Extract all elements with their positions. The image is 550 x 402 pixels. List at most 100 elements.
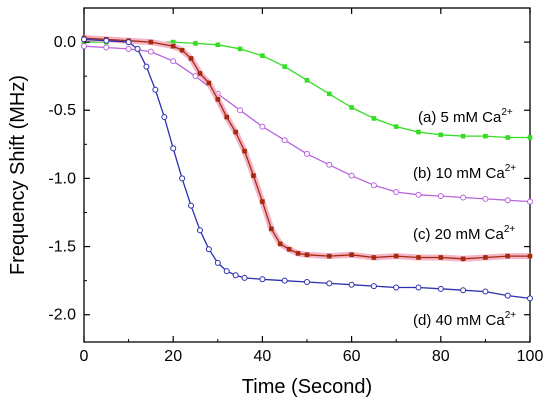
- series-d-point: [134, 45, 141, 52]
- series-c-point: [233, 129, 238, 135]
- series-d-point: [205, 246, 212, 253]
- series-d-point: [415, 284, 422, 291]
- series-a-point: [527, 135, 533, 140]
- series-a-point: [193, 41, 198, 46]
- series-d: [81, 36, 533, 302]
- series-a-point: [260, 53, 265, 59]
- series-b-point: [103, 44, 110, 51]
- x-tick-label: 80: [432, 348, 450, 365]
- series-d-point: [326, 280, 333, 287]
- series-c-point: [148, 39, 154, 45]
- series-c-point: [206, 80, 212, 86]
- series-d-point: [232, 272, 239, 279]
- series-c-point: [197, 71, 203, 76]
- series-b-point: [304, 150, 310, 157]
- series-b-point: [170, 58, 177, 65]
- series-b-point: [415, 191, 422, 198]
- series-d-point: [214, 259, 221, 266]
- series-c-point: [327, 253, 332, 259]
- series-a-point: [416, 129, 421, 135]
- series-b-point: [370, 182, 377, 189]
- x-tick-label: 40: [254, 348, 272, 365]
- series-c-point: [416, 255, 421, 260]
- series-b-point: [482, 195, 489, 202]
- series-d-point: [161, 114, 168, 121]
- series-c-point: [260, 199, 265, 204]
- y-tick-label: 0.0: [54, 34, 76, 51]
- x-tick-label: 60: [343, 348, 361, 365]
- series-c: [81, 35, 533, 262]
- y-tick-label: -2.0: [48, 307, 76, 324]
- series-d-point: [170, 145, 177, 152]
- series-b-point: [192, 73, 199, 80]
- series-d-point: [281, 277, 288, 284]
- x-tick-label: 100: [517, 348, 544, 365]
- y-tick-label: -1.5: [48, 239, 76, 256]
- series-c-point: [188, 56, 194, 61]
- series-c-point: [304, 252, 310, 258]
- series-c-point: [438, 255, 444, 260]
- series-d-point: [152, 86, 159, 93]
- series-d-point: [196, 227, 203, 234]
- series-d-point: [223, 268, 230, 275]
- series-b-point: [147, 48, 154, 55]
- series-c-point: [215, 97, 221, 102]
- series-b-point: [237, 107, 244, 114]
- series-b-point: [504, 197, 511, 204]
- series-b-point: [348, 172, 355, 179]
- series-c-point: [286, 246, 292, 252]
- series-a-point: [483, 133, 488, 139]
- series-a-point: [371, 116, 377, 121]
- annotations-layer: (a) 5 mM Ca2+ (b) 10 mM Ca2+ (c) 20 mM Ca2…: [413, 107, 516, 329]
- y-tick-label: -0.5: [48, 102, 76, 119]
- x-tick-label: 20: [164, 348, 182, 365]
- annotation-d: (d) 40 mM Ca2+: [413, 310, 516, 329]
- series-a-point: [438, 132, 444, 138]
- series-b-point: [393, 189, 400, 196]
- series-a-point: [237, 46, 243, 52]
- series-c-point: [269, 226, 274, 232]
- series-c-point: [505, 253, 510, 259]
- series-a-point: [327, 91, 332, 97]
- series-b-point: [259, 123, 266, 130]
- series-d-point: [482, 288, 489, 295]
- series-c-point: [393, 253, 399, 259]
- series-d-point: [188, 202, 195, 209]
- series-c-point: [460, 256, 466, 262]
- series-a-point: [349, 105, 354, 110]
- series-c-point: [527, 253, 533, 259]
- series-c-point: [371, 255, 377, 260]
- series-b-point: [326, 161, 333, 168]
- series-c-point: [251, 173, 256, 178]
- series-c-point: [349, 252, 354, 258]
- series-d-point: [304, 279, 310, 286]
- series-a-point: [393, 124, 399, 129]
- series-c-point: [277, 241, 283, 247]
- series-c-point: [224, 114, 230, 120]
- series-d-point: [103, 37, 110, 44]
- y-tick-label: -1.0: [48, 170, 76, 187]
- annotation-a: (a) 5 mM Ca2+: [418, 107, 513, 126]
- series-d-point: [370, 283, 377, 290]
- series-a-point: [304, 77, 310, 83]
- x-axis-title: Time (Second): [242, 376, 372, 398]
- series-d-point: [81, 36, 87, 43]
- series-b-point: [527, 198, 533, 205]
- series-a-point: [282, 64, 287, 69]
- series-d-point: [179, 175, 186, 182]
- series-b-point: [437, 193, 444, 200]
- series-d-point: [527, 295, 533, 302]
- series-c-point: [483, 255, 488, 260]
- series-a-point: [215, 42, 221, 48]
- series-d-point: [504, 292, 511, 299]
- series-b: [81, 43, 533, 205]
- series-c-point: [170, 43, 176, 49]
- series-b-point: [460, 194, 467, 201]
- series-d-point: [460, 287, 467, 294]
- series-layer: [81, 35, 533, 302]
- annotation-b: (b) 10 mM Ca2+: [413, 163, 516, 182]
- series-d-point: [437, 285, 444, 292]
- series-b-point: [81, 43, 87, 50]
- series-d-point: [241, 274, 248, 281]
